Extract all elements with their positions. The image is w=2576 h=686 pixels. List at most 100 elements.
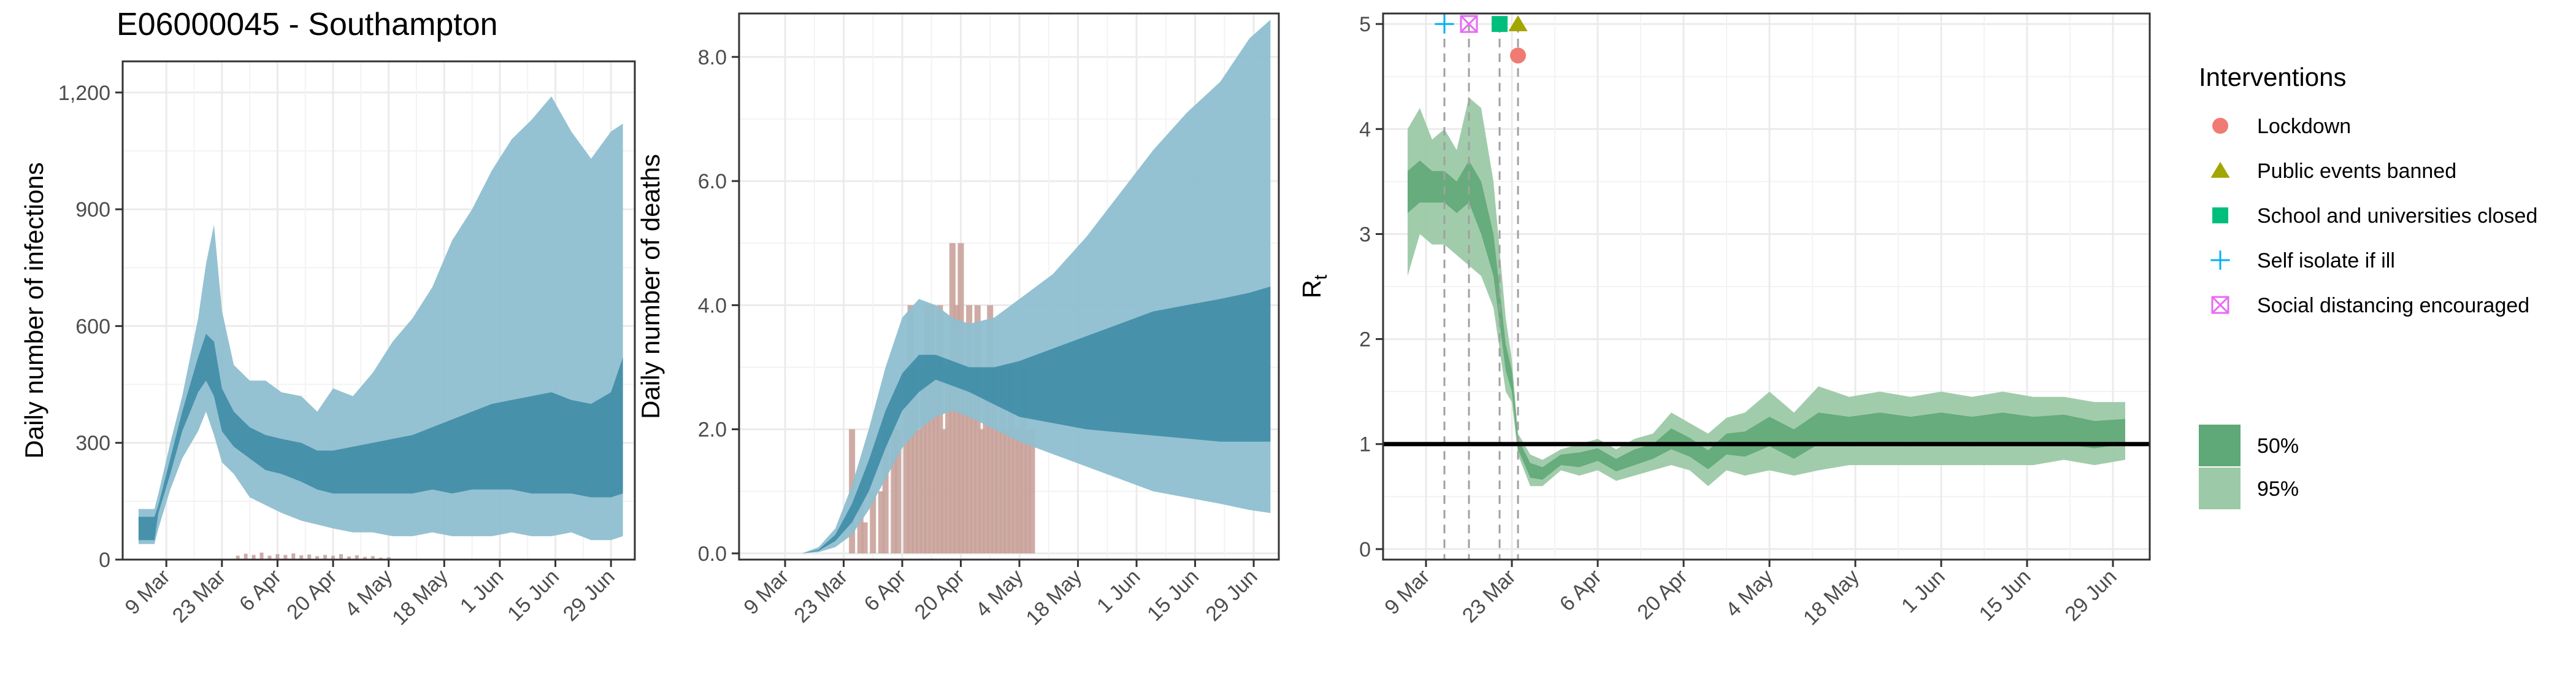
x-tick-label: 9 Mar <box>1380 565 1434 619</box>
y-tick-label: 5 <box>1359 13 1371 36</box>
observed-bar <box>1029 429 1035 553</box>
observed-bar <box>315 556 320 560</box>
observed-bar <box>331 555 335 560</box>
observed-bar <box>1016 429 1023 553</box>
observed-bar <box>1008 367 1014 553</box>
y-tick-label: 2 <box>1359 328 1371 352</box>
observed-bar <box>987 305 994 553</box>
x-tick-label: 18 May <box>388 565 453 630</box>
y-tick-label: 600 <box>75 315 110 338</box>
x-tick-label: 15 Jun <box>1975 565 2036 626</box>
y-axis: 0 1 2 3 4 5 <box>1359 13 1383 561</box>
observed-bar <box>378 557 383 560</box>
legend-band-label: 95% <box>2257 477 2299 501</box>
legend-band-item: 95% <box>2199 468 2299 509</box>
observed-bar <box>1012 429 1019 553</box>
legend-band-item: 50% <box>2199 425 2299 466</box>
observed-bar <box>307 554 312 560</box>
x-tick-label: 20 Apr <box>282 565 341 624</box>
public-events-marker <box>1508 15 1528 31</box>
x-tick-label: 1 Jun <box>456 565 508 618</box>
legend-band-swatch <box>2199 468 2241 509</box>
legend-item-label: Self isolate if ill <box>2257 249 2395 272</box>
x-tick-label: 9 Mar <box>739 565 793 619</box>
observed-bar <box>937 305 943 553</box>
schools-marker <box>1492 16 1508 33</box>
y-tick-label: 4.0 <box>698 294 727 317</box>
observed-bar <box>903 367 910 553</box>
self-isolate-marker <box>1435 14 1454 34</box>
observed-bar <box>970 367 977 553</box>
x-tick-label: 29 Jun <box>2061 565 2122 626</box>
y-axis-label: Daily number of deaths <box>636 154 665 419</box>
observed-bar <box>291 553 296 560</box>
observed-bar <box>999 367 1006 553</box>
observed-bar <box>978 429 985 553</box>
y-tick-label: 1,200 <box>58 82 110 105</box>
observed-bar <box>953 305 960 553</box>
observed-bar <box>991 367 998 553</box>
y-tick-label: 8.0 <box>698 46 727 69</box>
social-distancing-marker <box>1460 15 1478 33</box>
observed-bar <box>267 555 272 560</box>
y-axis: 0 300 600 900 1,200 <box>58 82 123 572</box>
legend-item: Public events banned <box>2210 160 2456 183</box>
y-tick-label: 300 <box>75 432 110 455</box>
credible-band-50pct <box>802 287 1271 553</box>
observed-bars <box>236 552 391 560</box>
observed-bar <box>861 522 868 553</box>
observed-bar <box>941 429 948 553</box>
observed-bar <box>895 429 902 553</box>
observed-bar <box>920 367 927 553</box>
plot-border <box>121 60 636 561</box>
legend-item: Social distancing encouraged <box>2211 294 2529 317</box>
lockdown-marker <box>1510 47 1526 64</box>
x-tick-label: 1 Jun <box>1092 565 1145 618</box>
legend-title: Interventions <box>2199 63 2346 91</box>
y-tick-label: 1 <box>1359 433 1371 457</box>
x-tick-label: 15 Jun <box>1143 565 1203 626</box>
x-tick-label: 4 May <box>1721 565 1777 622</box>
y-tick-label: 0.0 <box>698 542 727 566</box>
chart-panel-3: 0 1 2 3 4 5 9 Mar 23 Mar 6 Apr 20 Apr 4 May 18 May 1… <box>1297 12 2151 630</box>
y-axis-label: Daily number of infections <box>20 162 48 458</box>
y-axis-label-subscript: t <box>1311 274 1331 280</box>
legend-item-label: Public events banned <box>2257 160 2456 183</box>
observed-bar <box>251 555 256 560</box>
observed-bar <box>299 555 304 560</box>
x-tick-label: 29 Jun <box>1202 565 1262 626</box>
credible-band-50pct <box>1408 160 2125 480</box>
x-tick-label: 20 Apr <box>1633 565 1692 624</box>
social-distancing-marker <box>2211 296 2229 314</box>
y-tick-label: 2.0 <box>698 418 727 442</box>
legend-item-label: Lockdown <box>2257 115 2351 138</box>
observed-bar <box>924 305 930 553</box>
legend-band-swatch <box>2199 425 2241 466</box>
observed-bar <box>962 367 968 553</box>
observed-bar <box>386 557 391 560</box>
interventions <box>1443 24 1519 560</box>
y-tick-label: 3 <box>1359 223 1371 246</box>
observed-bar <box>1020 367 1027 553</box>
observed-bar <box>1024 429 1031 553</box>
y-tick-label: 4 <box>1359 118 1371 141</box>
observed-bar <box>932 367 939 553</box>
observed-bar <box>323 555 328 560</box>
legend-item: School and universities closed <box>2212 204 2537 228</box>
legend-item-label: School and universities closed <box>2257 204 2537 228</box>
y-tick-label: 0 <box>99 549 110 572</box>
observed-bar <box>355 555 359 560</box>
observed-bar <box>995 429 1002 553</box>
observed-bar <box>362 557 367 560</box>
x-tick-label: 23 Mar <box>168 565 231 628</box>
observed-bar <box>945 367 952 553</box>
legend-band-label: 50% <box>2257 434 2299 458</box>
observed-bar <box>870 491 876 553</box>
legend-item: Lockdown <box>2212 115 2351 138</box>
intervention-markers <box>1435 14 1528 64</box>
x-tick-label: 23 Mar <box>1458 565 1520 628</box>
observed-bar <box>983 367 989 553</box>
